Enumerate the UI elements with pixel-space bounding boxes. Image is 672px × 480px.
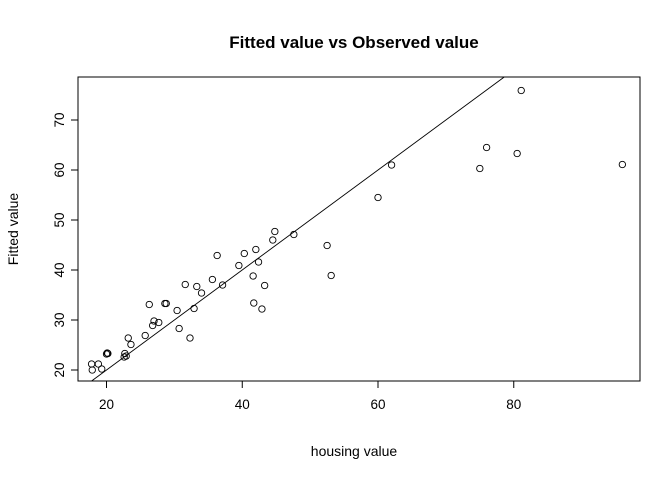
data-point xyxy=(269,236,277,244)
y-tick-label: 60 xyxy=(52,162,67,177)
data-point xyxy=(193,282,201,291)
data-point xyxy=(218,281,227,289)
data-point xyxy=(240,249,248,258)
points-group xyxy=(87,86,627,374)
data-point xyxy=(141,331,149,340)
data-point xyxy=(150,317,158,325)
x-tick-label: 20 xyxy=(99,397,114,412)
data-point xyxy=(387,161,396,169)
data-point xyxy=(254,258,263,266)
data-point xyxy=(618,160,627,169)
data-point xyxy=(249,272,257,280)
x-tick-label: 40 xyxy=(235,397,250,412)
data-point xyxy=(87,360,96,368)
data-point xyxy=(94,360,103,368)
data-point xyxy=(513,149,521,158)
data-point xyxy=(327,271,335,280)
data-point xyxy=(250,299,258,307)
y-axis-label: Fitted value xyxy=(5,193,21,266)
data-point xyxy=(162,299,170,308)
data-point xyxy=(186,334,194,342)
data-point xyxy=(208,275,217,284)
y-tick-label: 20 xyxy=(52,362,67,377)
data-point xyxy=(213,251,221,260)
data-point xyxy=(124,334,132,342)
data-point xyxy=(290,230,298,239)
data-point xyxy=(103,349,111,357)
y-axis: 20 30 40 50 60 70 xyxy=(52,112,79,378)
y-tick-label: 40 xyxy=(52,262,67,277)
data-point xyxy=(98,365,106,373)
fit-line xyxy=(91,76,505,382)
data-point xyxy=(271,227,279,236)
data-point xyxy=(374,193,382,202)
x-axis: 20 40 60 80 xyxy=(99,380,521,412)
data-point xyxy=(88,366,96,374)
fit-line-group xyxy=(91,76,505,382)
data-point xyxy=(190,304,198,313)
data-point xyxy=(155,318,163,327)
data-point xyxy=(175,324,183,333)
data-point xyxy=(197,289,206,297)
data-point xyxy=(149,321,157,330)
x-tick-label: 60 xyxy=(370,397,385,412)
data-point xyxy=(476,164,484,173)
data-point xyxy=(482,143,491,152)
x-tick-label: 80 xyxy=(506,397,521,412)
data-point xyxy=(235,261,243,270)
y-tick-label: 50 xyxy=(52,212,67,227)
data-point xyxy=(173,306,181,315)
data-point xyxy=(517,86,525,95)
data-point xyxy=(258,305,266,313)
plot-frame xyxy=(77,76,641,382)
data-point xyxy=(122,352,130,360)
chart-title: Fitted value vs Observed value xyxy=(229,33,478,52)
y-tick-label: 70 xyxy=(52,112,67,127)
data-point xyxy=(181,280,189,289)
data-point xyxy=(323,241,331,250)
data-point xyxy=(252,245,260,254)
data-point xyxy=(127,340,135,349)
x-axis-label: housing value xyxy=(311,443,398,459)
data-point xyxy=(261,281,269,290)
data-point xyxy=(145,300,153,309)
y-tick-label: 30 xyxy=(52,312,67,327)
data-point xyxy=(104,349,112,358)
